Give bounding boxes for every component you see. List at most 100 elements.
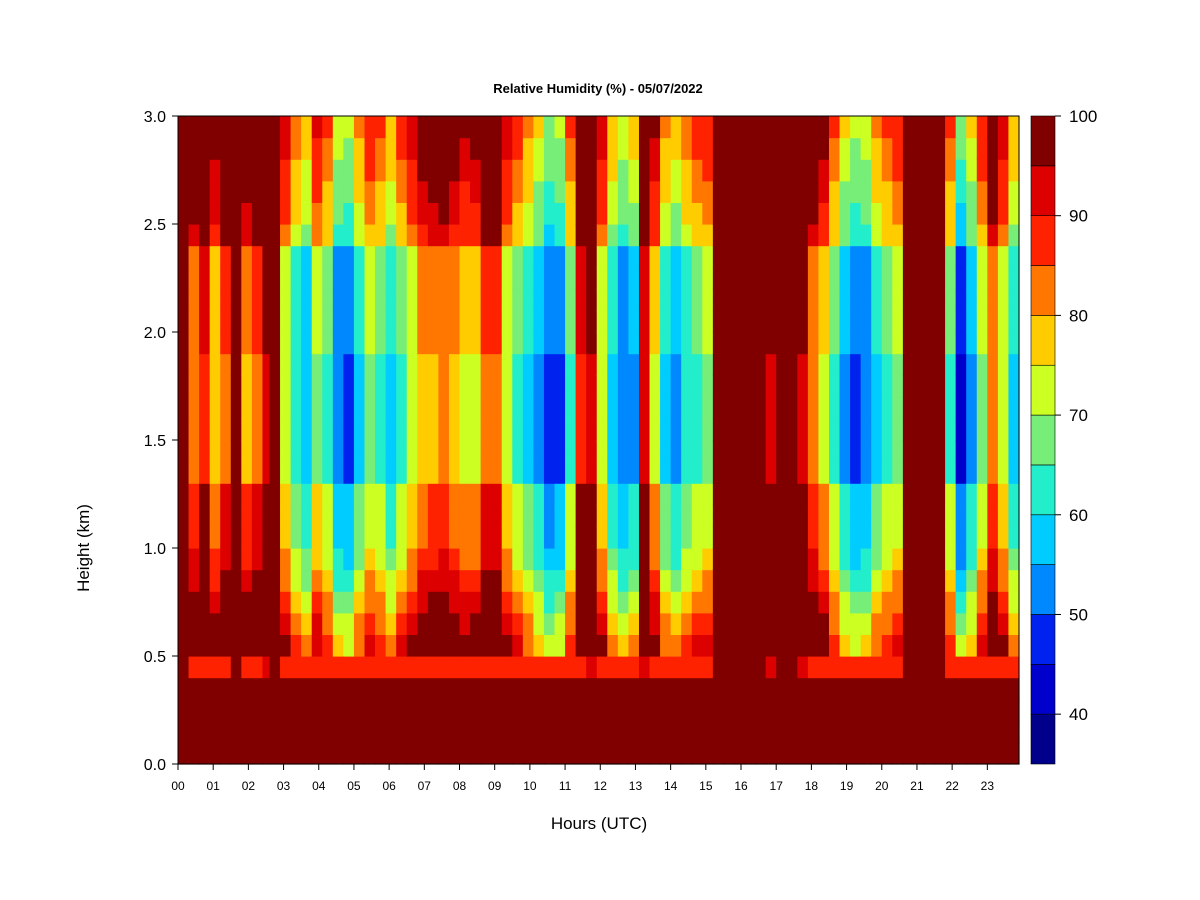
heatmap-cell <box>417 699 429 722</box>
heatmap-cell <box>586 180 598 203</box>
heatmap-cell <box>343 245 355 268</box>
heatmap-cell <box>251 440 264 463</box>
heatmap-cell <box>438 548 450 571</box>
heatmap-cell <box>459 612 471 635</box>
heatmap-cell <box>607 548 619 571</box>
heatmap-cell <box>280 116 292 139</box>
heatmap-cell <box>923 116 936 139</box>
heatmap-cell <box>586 202 598 225</box>
heatmap-cell <box>353 612 366 635</box>
heatmap-cell <box>923 666 936 679</box>
heatmap-cell <box>902 310 915 333</box>
heatmap-cell <box>586 504 598 527</box>
heatmap-cell <box>438 288 450 311</box>
heatmap-cell <box>332 526 344 549</box>
heatmap-cell <box>818 180 830 203</box>
heatmap-cell <box>230 353 242 376</box>
heatmap-cell <box>818 569 830 592</box>
heatmap-cell <box>797 396 809 419</box>
heatmap-cell <box>332 591 344 614</box>
heatmap-cell <box>723 720 735 743</box>
heatmap-cell <box>765 310 777 333</box>
heatmap-cell <box>691 396 703 419</box>
heatmap-cell <box>188 159 200 182</box>
heatmap-cell <box>375 375 387 398</box>
heatmap-cell <box>860 666 872 679</box>
heatmap-cell <box>311 591 323 614</box>
heatmap-cell <box>417 526 429 549</box>
heatmap-cell <box>660 332 672 355</box>
heatmap-cell <box>241 245 253 268</box>
heatmap-cell <box>649 396 661 419</box>
heatmap-cell <box>396 548 408 571</box>
heatmap-cell <box>406 159 418 182</box>
heatmap-cell <box>470 461 482 484</box>
heatmap-cell <box>712 612 725 635</box>
heatmap-cell <box>628 677 640 700</box>
heatmap-cell <box>997 418 1010 441</box>
heatmap-cell <box>860 245 872 268</box>
heatmap-cell <box>987 483 999 506</box>
heatmap-cell <box>512 180 524 203</box>
heatmap-cell <box>199 742 211 765</box>
heatmap-cell <box>280 245 292 268</box>
heatmap-cell <box>385 245 397 268</box>
heatmap-cell <box>332 612 344 635</box>
heatmap-cell <box>765 569 777 592</box>
heatmap-cell <box>881 612 893 635</box>
heatmap-cell <box>617 267 630 290</box>
heatmap-cell <box>987 591 999 614</box>
heatmap-cell <box>280 483 292 506</box>
heatmap-cell <box>406 634 418 657</box>
heatmap-cell <box>786 224 798 247</box>
heatmap-cell <box>786 396 798 419</box>
heatmap-cell <box>290 353 302 376</box>
heatmap-cell <box>712 159 725 182</box>
heatmap-cell <box>438 483 450 506</box>
heatmap-cell <box>997 332 1010 355</box>
heatmap-cell <box>976 310 988 333</box>
heatmap-cell <box>818 202 830 225</box>
heatmap-cell <box>251 353 264 376</box>
heatmap-cell <box>512 440 524 463</box>
heatmap-cell <box>976 483 988 506</box>
heatmap-cell <box>251 375 264 398</box>
heatmap-cell <box>818 245 830 268</box>
heatmap-cell <box>364 116 376 139</box>
heatmap-cell <box>251 548 264 571</box>
heatmap-cell <box>923 483 936 506</box>
heatmap-cell <box>607 720 619 743</box>
heatmap-cell <box>966 137 978 160</box>
heatmap-cell <box>230 202 242 225</box>
heatmap-cell <box>533 634 545 657</box>
heatmap-cell <box>269 548 281 571</box>
heatmap-cell <box>512 396 524 419</box>
heatmap-cell <box>607 159 619 182</box>
heatmap-cell <box>892 288 904 311</box>
heatmap-cell <box>427 666 439 679</box>
heatmap-cell <box>850 504 862 527</box>
heatmap-cell <box>923 418 936 441</box>
colorbar-tick-label: 50 <box>1069 605 1088 624</box>
heatmap-cell <box>786 116 798 139</box>
heatmap-cell <box>554 461 566 484</box>
heatmap-cell <box>670 612 682 635</box>
heatmap-cell <box>322 742 334 765</box>
heatmap-cell <box>301 375 313 398</box>
heatmap-cell <box>269 353 281 376</box>
heatmap-cell <box>966 483 978 506</box>
heatmap-cell <box>649 720 661 743</box>
heatmap-cell <box>332 720 344 743</box>
heatmap-cell <box>262 375 271 398</box>
heatmap-cell <box>188 202 200 225</box>
heatmap-cell <box>290 224 302 247</box>
heatmap-cell <box>997 353 1010 376</box>
heatmap-cell <box>364 699 376 722</box>
heatmap-cell <box>934 526 946 549</box>
heatmap-cell <box>209 612 221 635</box>
heatmap-cell <box>178 418 190 441</box>
heatmap-cell <box>670 332 682 355</box>
heatmap-cell <box>828 396 841 419</box>
heatmap-cell <box>290 720 302 743</box>
heatmap-cell <box>251 202 264 225</box>
